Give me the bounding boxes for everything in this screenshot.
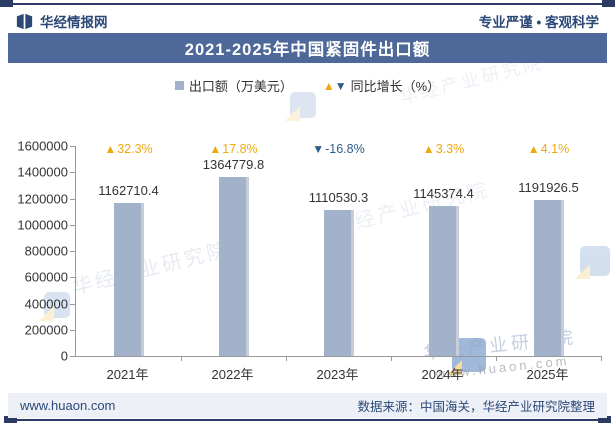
growth-label: ▼-16.8%: [286, 142, 391, 156]
y-tick-label: 1400000: [17, 164, 68, 180]
export-bar: [533, 199, 561, 356]
export-bar: [323, 210, 351, 356]
value-label: 1145374.4: [413, 185, 474, 201]
down-triangle-icon: ▼: [312, 142, 325, 156]
y-tick-label: 400000: [24, 296, 68, 311]
y-tick-mark: [70, 277, 76, 279]
frame-bottom-line: [5, 419, 610, 421]
bar-group: ▲32.3% 1162710.4: [76, 142, 181, 356]
y-tick-mark: [70, 356, 76, 357]
y-tick-mark: [70, 251, 76, 252]
footer-site-url: www.huaon.com: [20, 398, 116, 413]
y-tick-mark: [70, 146, 76, 147]
value-label: 1364779.8: [202, 156, 265, 172]
x-tick-label: 2021年: [106, 367, 149, 382]
footer-data-source: 数据来源：中国海关，华经产业研究院整理: [357, 400, 595, 414]
growth-value: 32.3%: [117, 142, 153, 156]
legend-item-growth: ▲ ▼ 同比增长（%）: [323, 76, 440, 95]
watermark-logo-icon: [285, 92, 316, 121]
x-tick-label: 2023年: [316, 367, 359, 382]
brand: 华经情报网: [16, 11, 108, 31]
growth-value: 17.8%: [222, 142, 258, 156]
brand-name: 华经情报网: [40, 15, 108, 30]
footer: www.huaon.com 数据来源：中国海关，华经产业研究院整理: [8, 393, 607, 418]
chart-title: 2021-2025年中国紧固件出口额: [8, 33, 607, 63]
plot-area: ▲32.3% 1162710.4 ▲17.8% 1364779.8 ▼-16.8% 111…: [70, 142, 602, 361]
growth-value: -16.8%: [325, 142, 365, 156]
bar-group: ▲17.8% 1364779.8: [181, 142, 286, 356]
header: 华经情报网 专业严谨 • 客观科学: [0, 9, 615, 33]
value-label: 1191926.5: [518, 179, 579, 195]
up-triangle-icon: ▲: [104, 142, 117, 156]
frame-cap-bottom-left: [4, 416, 17, 423]
frame-top-line: [0, 3, 615, 5]
export-bar: [113, 203, 141, 356]
frame-cap-top-right: [602, 0, 615, 7]
bar-group: ▲4.1% 1191926.5: [496, 142, 601, 356]
x-tick-label: 2022年: [211, 367, 254, 382]
legend-bar-label: 出口额（万美元）: [188, 79, 293, 94]
y-tick-label: 200000: [24, 322, 68, 338]
growth-label: ▲3.3%: [391, 142, 496, 156]
x-tick-label: 2025年: [526, 367, 569, 382]
x-tick-label: 2024年: [421, 367, 464, 382]
y-tick-mark: [70, 224, 76, 226]
bar-group: ▲3.3% 1145374.4: [391, 142, 496, 356]
down-triangle-icon: ▼: [334, 78, 347, 93]
y-tick-label: 600000: [24, 269, 68, 285]
value-label: 1162710.4: [98, 183, 159, 199]
growth-label: ▲4.1%: [496, 142, 601, 156]
legend-bar-swatch-icon: [174, 81, 184, 90]
up-triangle-icon: ▲: [422, 142, 435, 156]
y-axis-labels: 1600000 1400000 1200000 1000000 800000 600000…: [0, 139, 70, 364]
x-tick-mark: [181, 356, 182, 361]
x-tick-mark: [286, 356, 287, 361]
growth-value: 4.1%: [540, 142, 570, 156]
huajing-logo-icon: [16, 13, 33, 29]
x-axis-labels: 2021年 2022年 2023年 2024年 2025年: [75, 364, 600, 382]
export-bar: [428, 205, 456, 356]
x-tick-mark: [391, 356, 392, 361]
y-tick-label: 1000000: [17, 217, 68, 233]
frame-cap-bottom-right: [598, 416, 611, 423]
value-label: 1110530.3: [308, 190, 369, 206]
x-tick-mark: [496, 356, 497, 361]
y-tick-mark: [70, 198, 76, 200]
y-tick-label: 1200000: [17, 191, 68, 206]
legend-growth-label: 同比增长（%）: [350, 79, 441, 94]
y-tick-label: 800000: [24, 243, 68, 259]
up-triangle-icon: ▲: [209, 142, 222, 156]
y-tick-mark: [70, 303, 76, 305]
growth-label: ▲32.3%: [76, 142, 181, 156]
growth-label: ▲17.8%: [181, 142, 286, 156]
frame-cap-top-left: [0, 0, 13, 7]
bar-group: ▼-16.8% 1110530.3: [286, 142, 391, 356]
y-tick-label: 1600000: [17, 138, 68, 154]
y-tick-label: 0: [60, 348, 68, 364]
header-tagline: 专业严谨 • 客观科学: [478, 15, 599, 30]
legend: 出口额（万美元） ▲ ▼ 同比增长（%）: [0, 76, 615, 95]
x-tick-mark: [601, 356, 602, 361]
legend-item-export: 出口额（万美元）: [174, 76, 293, 95]
y-tick-mark: [70, 172, 76, 174]
up-triangle-icon: ▲: [322, 78, 335, 93]
y-tick-mark: [70, 329, 76, 331]
up-triangle-icon: ▲: [527, 142, 540, 156]
export-bar: [218, 176, 246, 356]
growth-value: 3.3%: [435, 142, 465, 156]
